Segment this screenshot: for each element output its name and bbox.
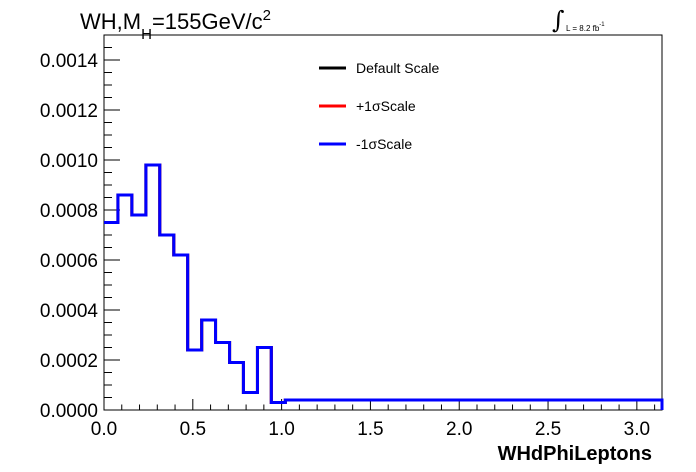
y-tick-label: 0.0014 [40,51,99,72]
series-group [104,163,664,410]
y-tick-label: 0.0012 [40,101,98,122]
series-line [104,163,664,410]
x-tick-label: 0.0 [91,419,117,440]
x-tick-label: 1.0 [268,419,294,440]
x-tick-label: 0.5 [180,419,206,440]
y-tick-label: 0.0004 [40,301,99,322]
title-superscript: 2 [262,7,271,24]
title-main: WH,M [80,9,142,34]
y-tick-label: 0.0008 [40,201,98,222]
axis-ticks: 0.0 0.5 1.0 1.5 2.0 2.5 3.0 0.0000 0.0002 0.0004 0… [40,47,656,440]
x-axis-label: WHdPhiLeptons [498,443,652,465]
luminosity-label: ∫ L = 8.2 fb-1 [552,6,605,34]
x-tick-label: 3.0 [624,419,650,440]
legend-label: Default Scale [356,60,439,76]
integral-icon: ∫ [552,6,565,34]
y-tick-label: 0.0002 [40,351,98,372]
y-tick-label: 0.0010 [40,151,98,172]
x-tick-label: 2.5 [535,419,561,440]
legend-label: -1σScale [356,136,412,152]
legend: Default Scale +1σScale -1σScale [319,60,439,152]
title-rest: =155GeV/c [151,9,263,34]
lumi-text: L = 8.2 fb [566,24,600,33]
lumi-superscript: -1 [599,22,605,28]
y-tick-label: 0.0006 [40,251,98,272]
x-tick-label: 2.0 [446,419,472,440]
plot-frame [103,34,663,411]
y-tick-label: 0.0000 [40,401,98,422]
x-tick-label: 1.5 [357,419,383,440]
legend-label: +1σScale [356,98,416,114]
